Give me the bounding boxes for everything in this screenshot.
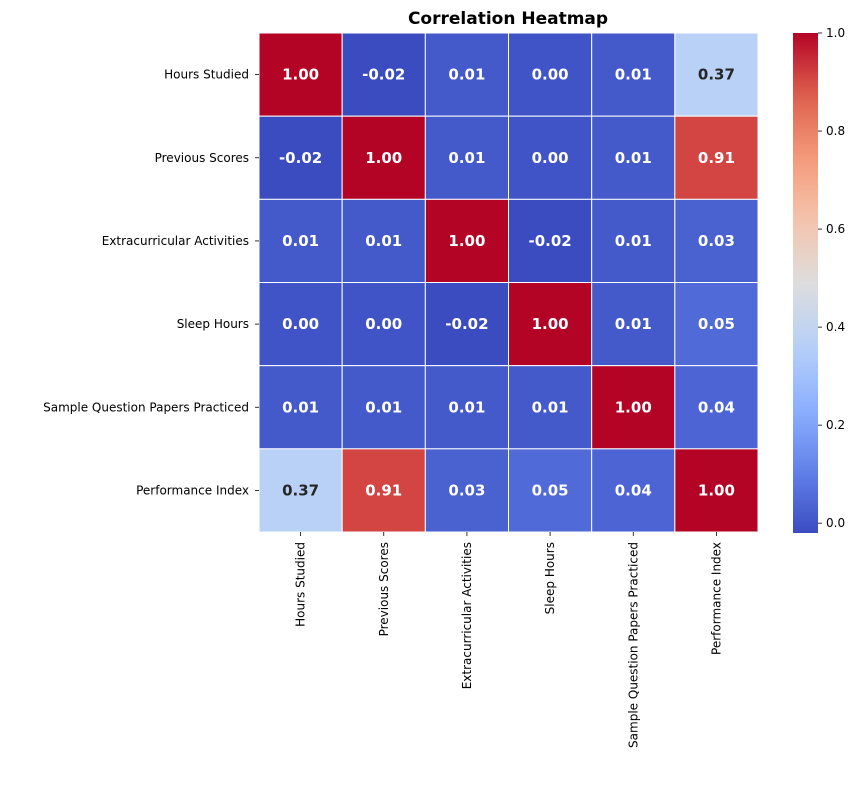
- heatmap-cell: [674, 32, 759, 117]
- cell-value-label: -0.02: [279, 149, 322, 167]
- heatmap-cell: [258, 448, 343, 533]
- cell-value-label: 0.00: [532, 149, 569, 167]
- cell-value-label: 0.01: [615, 232, 652, 250]
- cell-value-label: 1.00: [615, 398, 652, 416]
- heatmap-cell: [508, 282, 593, 367]
- colorbar-tick-label: 0.4: [826, 320, 845, 334]
- heatmap-cell: [258, 32, 343, 117]
- heatmap-cell: [674, 365, 759, 450]
- colorbar-tick-label: 0.6: [826, 222, 845, 236]
- heatmap-cell: [508, 115, 593, 200]
- cell-value-label: 0.01: [282, 232, 319, 250]
- heatmap-cell: [424, 365, 510, 450]
- cell-value-label: 1.00: [448, 232, 485, 250]
- cell-value-label: 0.01: [532, 398, 569, 416]
- heatmap-cell: [674, 282, 759, 367]
- cell-value-label: 1.00: [698, 481, 735, 499]
- cell-value-label: 0.01: [365, 232, 402, 250]
- chart-title: Correlation Heatmap: [408, 9, 608, 29]
- cell-value-label: 0.00: [532, 66, 569, 84]
- heatmap-cell: [424, 282, 510, 367]
- cell-value-label: 1.00: [532, 315, 569, 333]
- heatmap-cells: 1.00 -0.02 0.01 0.00 0.01 0.37 -0.02 1.00 0.01 0.…: [258, 32, 759, 533]
- heatmap-cell: [508, 32, 593, 117]
- cell-value-label: 1.00: [282, 66, 319, 84]
- heatmap-cell: [674, 448, 759, 533]
- row-labels: Hours Studied Previous Scores Extracurricu…: [43, 68, 259, 497]
- cell-value-label: 0.04: [698, 398, 735, 416]
- column-tick-label: Performance Index: [709, 542, 723, 655]
- heatmap-cell: [258, 282, 343, 367]
- cell-value-label: 0.01: [365, 398, 402, 416]
- row-tick-label: Hours Studied: [164, 68, 249, 82]
- cell-value-label: 0.03: [698, 232, 735, 250]
- cell-value-label: 0.04: [615, 481, 652, 499]
- cell-value-label: 0.01: [615, 149, 652, 167]
- row-tick-label: Sample Question Papers Practiced: [43, 400, 249, 414]
- row-tick-label: Sleep Hours: [177, 317, 249, 331]
- heatmap-cell: [591, 365, 676, 450]
- colorbar: 0.0 0.2 0.4 0.6 0.8 1.0: [793, 26, 845, 533]
- column-tick-label: Sample Question Papers Practiced: [626, 542, 640, 748]
- heatmap-cell: [508, 365, 593, 450]
- cell-value-label: -0.02: [445, 315, 488, 333]
- heatmap-cell: [341, 115, 426, 200]
- heatmap-cell: [591, 198, 676, 284]
- cell-value-label: 0.01: [448, 398, 485, 416]
- cell-value-label: 0.91: [698, 149, 735, 167]
- cell-value-label: 0.01: [282, 398, 319, 416]
- heatmap-cell: [591, 32, 676, 117]
- heatmap-cell: [424, 32, 510, 117]
- heatmap-cell: [258, 365, 343, 450]
- cell-value-label: 0.05: [532, 481, 569, 499]
- row-tick-label: Previous Scores: [155, 151, 249, 165]
- cell-value-label: 0.01: [615, 66, 652, 84]
- column-tick-label: Extracurricular Activities: [460, 542, 474, 689]
- heatmap-cell: [508, 198, 593, 284]
- heatmap-cell: [341, 282, 426, 367]
- heatmap-cell: [591, 448, 676, 533]
- heatmap-cell: [674, 115, 759, 200]
- cell-value-label: 0.01: [448, 66, 485, 84]
- column-tick-label: Hours Studied: [294, 542, 308, 627]
- cell-value-label: 0.03: [448, 481, 485, 499]
- cell-value-label: 0.00: [282, 315, 319, 333]
- cell-value-label: -0.02: [362, 66, 405, 84]
- colorbar-tick-label: 0.8: [826, 124, 845, 138]
- cell-value-label: 0.37: [282, 481, 319, 499]
- row-tick-label: Performance Index: [136, 483, 249, 497]
- heatmap-cell: [341, 32, 426, 117]
- colorbar-tick-label: 0.0: [826, 516, 845, 530]
- cell-value-label: 0.01: [615, 315, 652, 333]
- heatmap-cell: [674, 198, 759, 284]
- heatmap-cell: [258, 198, 343, 284]
- column-tick-label: Previous Scores: [377, 542, 391, 636]
- colorbar-tick-label: 1.0: [826, 26, 845, 40]
- colorbar-tick-label: 0.2: [826, 418, 845, 432]
- cell-value-label: -0.02: [528, 232, 571, 250]
- row-tick-label: Extracurricular Activities: [102, 234, 249, 248]
- cell-value-label: 0.01: [448, 149, 485, 167]
- cell-value-label: 0.00: [365, 315, 402, 333]
- heatmap-cell: [591, 282, 676, 367]
- colorbar-gradient: [793, 33, 818, 533]
- column-labels: Hours Studied Previous Scores Extracurricu…: [294, 532, 723, 748]
- cell-value-label: 0.05: [698, 315, 735, 333]
- heatmap-cell: [341, 198, 426, 284]
- cell-value-label: 1.00: [365, 149, 402, 167]
- column-tick-label: Sleep Hours: [543, 542, 557, 614]
- cell-value-label: 0.37: [698, 66, 735, 84]
- cell-value-label: 0.91: [365, 481, 402, 499]
